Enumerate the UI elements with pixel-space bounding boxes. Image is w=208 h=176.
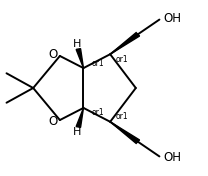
- Text: H: H: [73, 127, 81, 137]
- Text: OH: OH: [163, 151, 182, 164]
- Text: H: H: [73, 39, 81, 49]
- Text: or1: or1: [115, 55, 128, 64]
- Polygon shape: [110, 33, 140, 54]
- Text: O: O: [48, 115, 57, 128]
- Polygon shape: [76, 108, 83, 127]
- Polygon shape: [110, 122, 140, 143]
- Text: or1: or1: [92, 59, 104, 68]
- Text: or1: or1: [115, 112, 128, 121]
- Text: OH: OH: [163, 12, 182, 25]
- Text: or1: or1: [92, 108, 104, 117]
- Polygon shape: [76, 49, 83, 68]
- Text: O: O: [48, 48, 57, 61]
